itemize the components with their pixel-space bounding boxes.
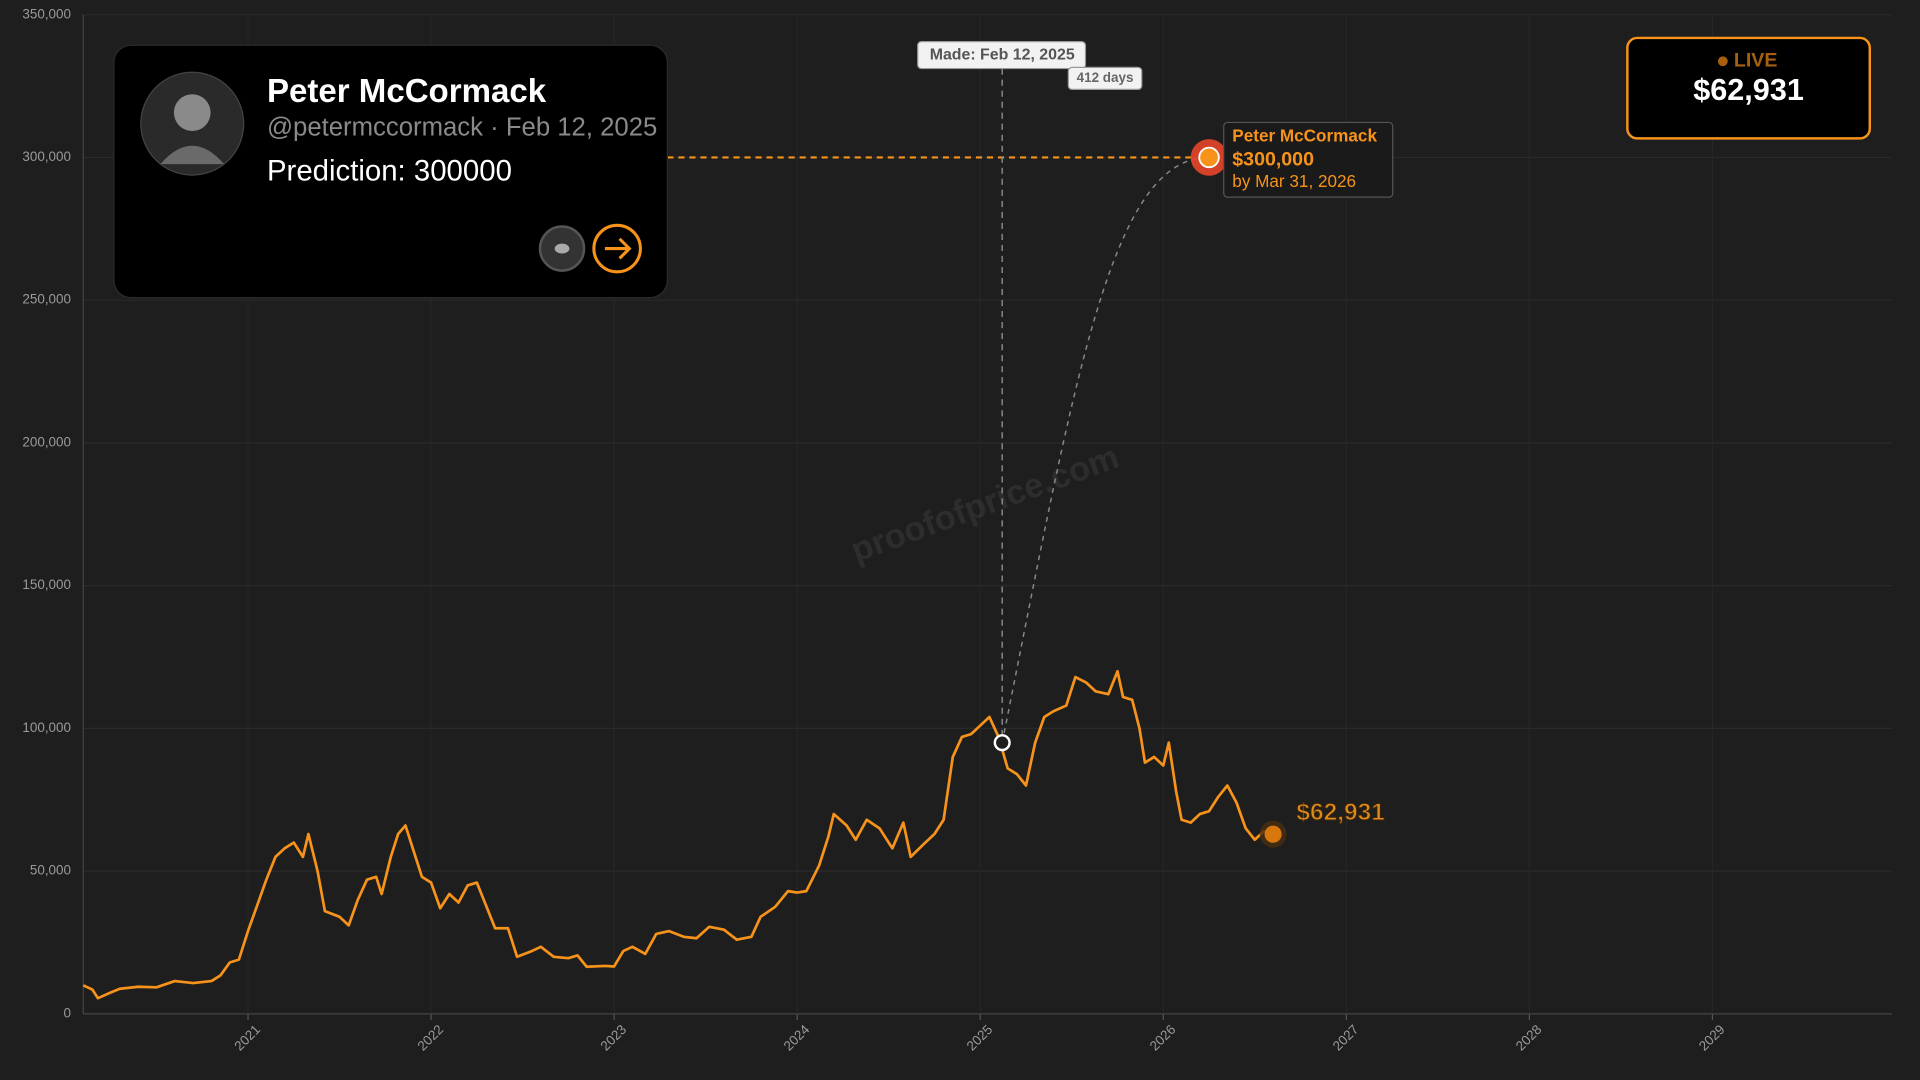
live-dot	[1717, 56, 1728, 67]
arrow-icon	[604, 237, 632, 260]
live-label: LIVE	[1734, 49, 1778, 71]
prediction-label-box	[1223, 121, 1394, 198]
y-tick-label: 150,000	[22, 577, 71, 592]
made-label-box	[917, 41, 1087, 70]
days-label: 412 days	[1077, 70, 1134, 85]
prediction-name: Peter McCormack	[1232, 126, 1377, 146]
open-button[interactable]	[592, 223, 642, 274]
y-tick-label: 50,000	[30, 863, 71, 878]
prediction-value: $300,000	[1232, 149, 1314, 171]
card-subtitle: @petermccormack · Feb 12, 2025	[267, 113, 657, 141]
share-icon	[554, 243, 570, 254]
card-prediction: Prediction: 300000	[267, 154, 512, 187]
y-tick-label: 350,000	[22, 6, 71, 21]
y-tick-label: 100,000	[22, 720, 71, 735]
days-box	[1067, 66, 1143, 90]
prediction-curve	[1001, 156, 1210, 743]
live-box-border	[1626, 36, 1872, 140]
card-background	[113, 44, 668, 299]
current-label: $62,931	[1296, 799, 1384, 826]
live-price: $62,931	[1693, 73, 1804, 107]
avatar-head	[173, 94, 211, 132]
y-tick-label: 0	[64, 1005, 71, 1020]
y-tick-label: 200,000	[22, 434, 71, 449]
y-tick-label: 250,000	[22, 292, 71, 307]
avatar-body	[160, 145, 225, 165]
live-box: LIVE $62,931	[1626, 36, 1872, 140]
card-name: Peter McCormack	[267, 73, 547, 110]
made-point	[993, 734, 1011, 752]
made-label: Made: Feb 12, 2025	[930, 46, 1075, 63]
prediction-card[interactable]: Peter McCormack @petermccormack · Feb 12…	[113, 44, 668, 299]
prediction-deadline: by Mar 31, 2026	[1232, 171, 1356, 191]
y-tick-label: 300,000	[22, 149, 71, 164]
price-line	[82, 669, 1274, 1000]
current-point	[1264, 825, 1282, 843]
prediction-point	[1198, 146, 1220, 169]
